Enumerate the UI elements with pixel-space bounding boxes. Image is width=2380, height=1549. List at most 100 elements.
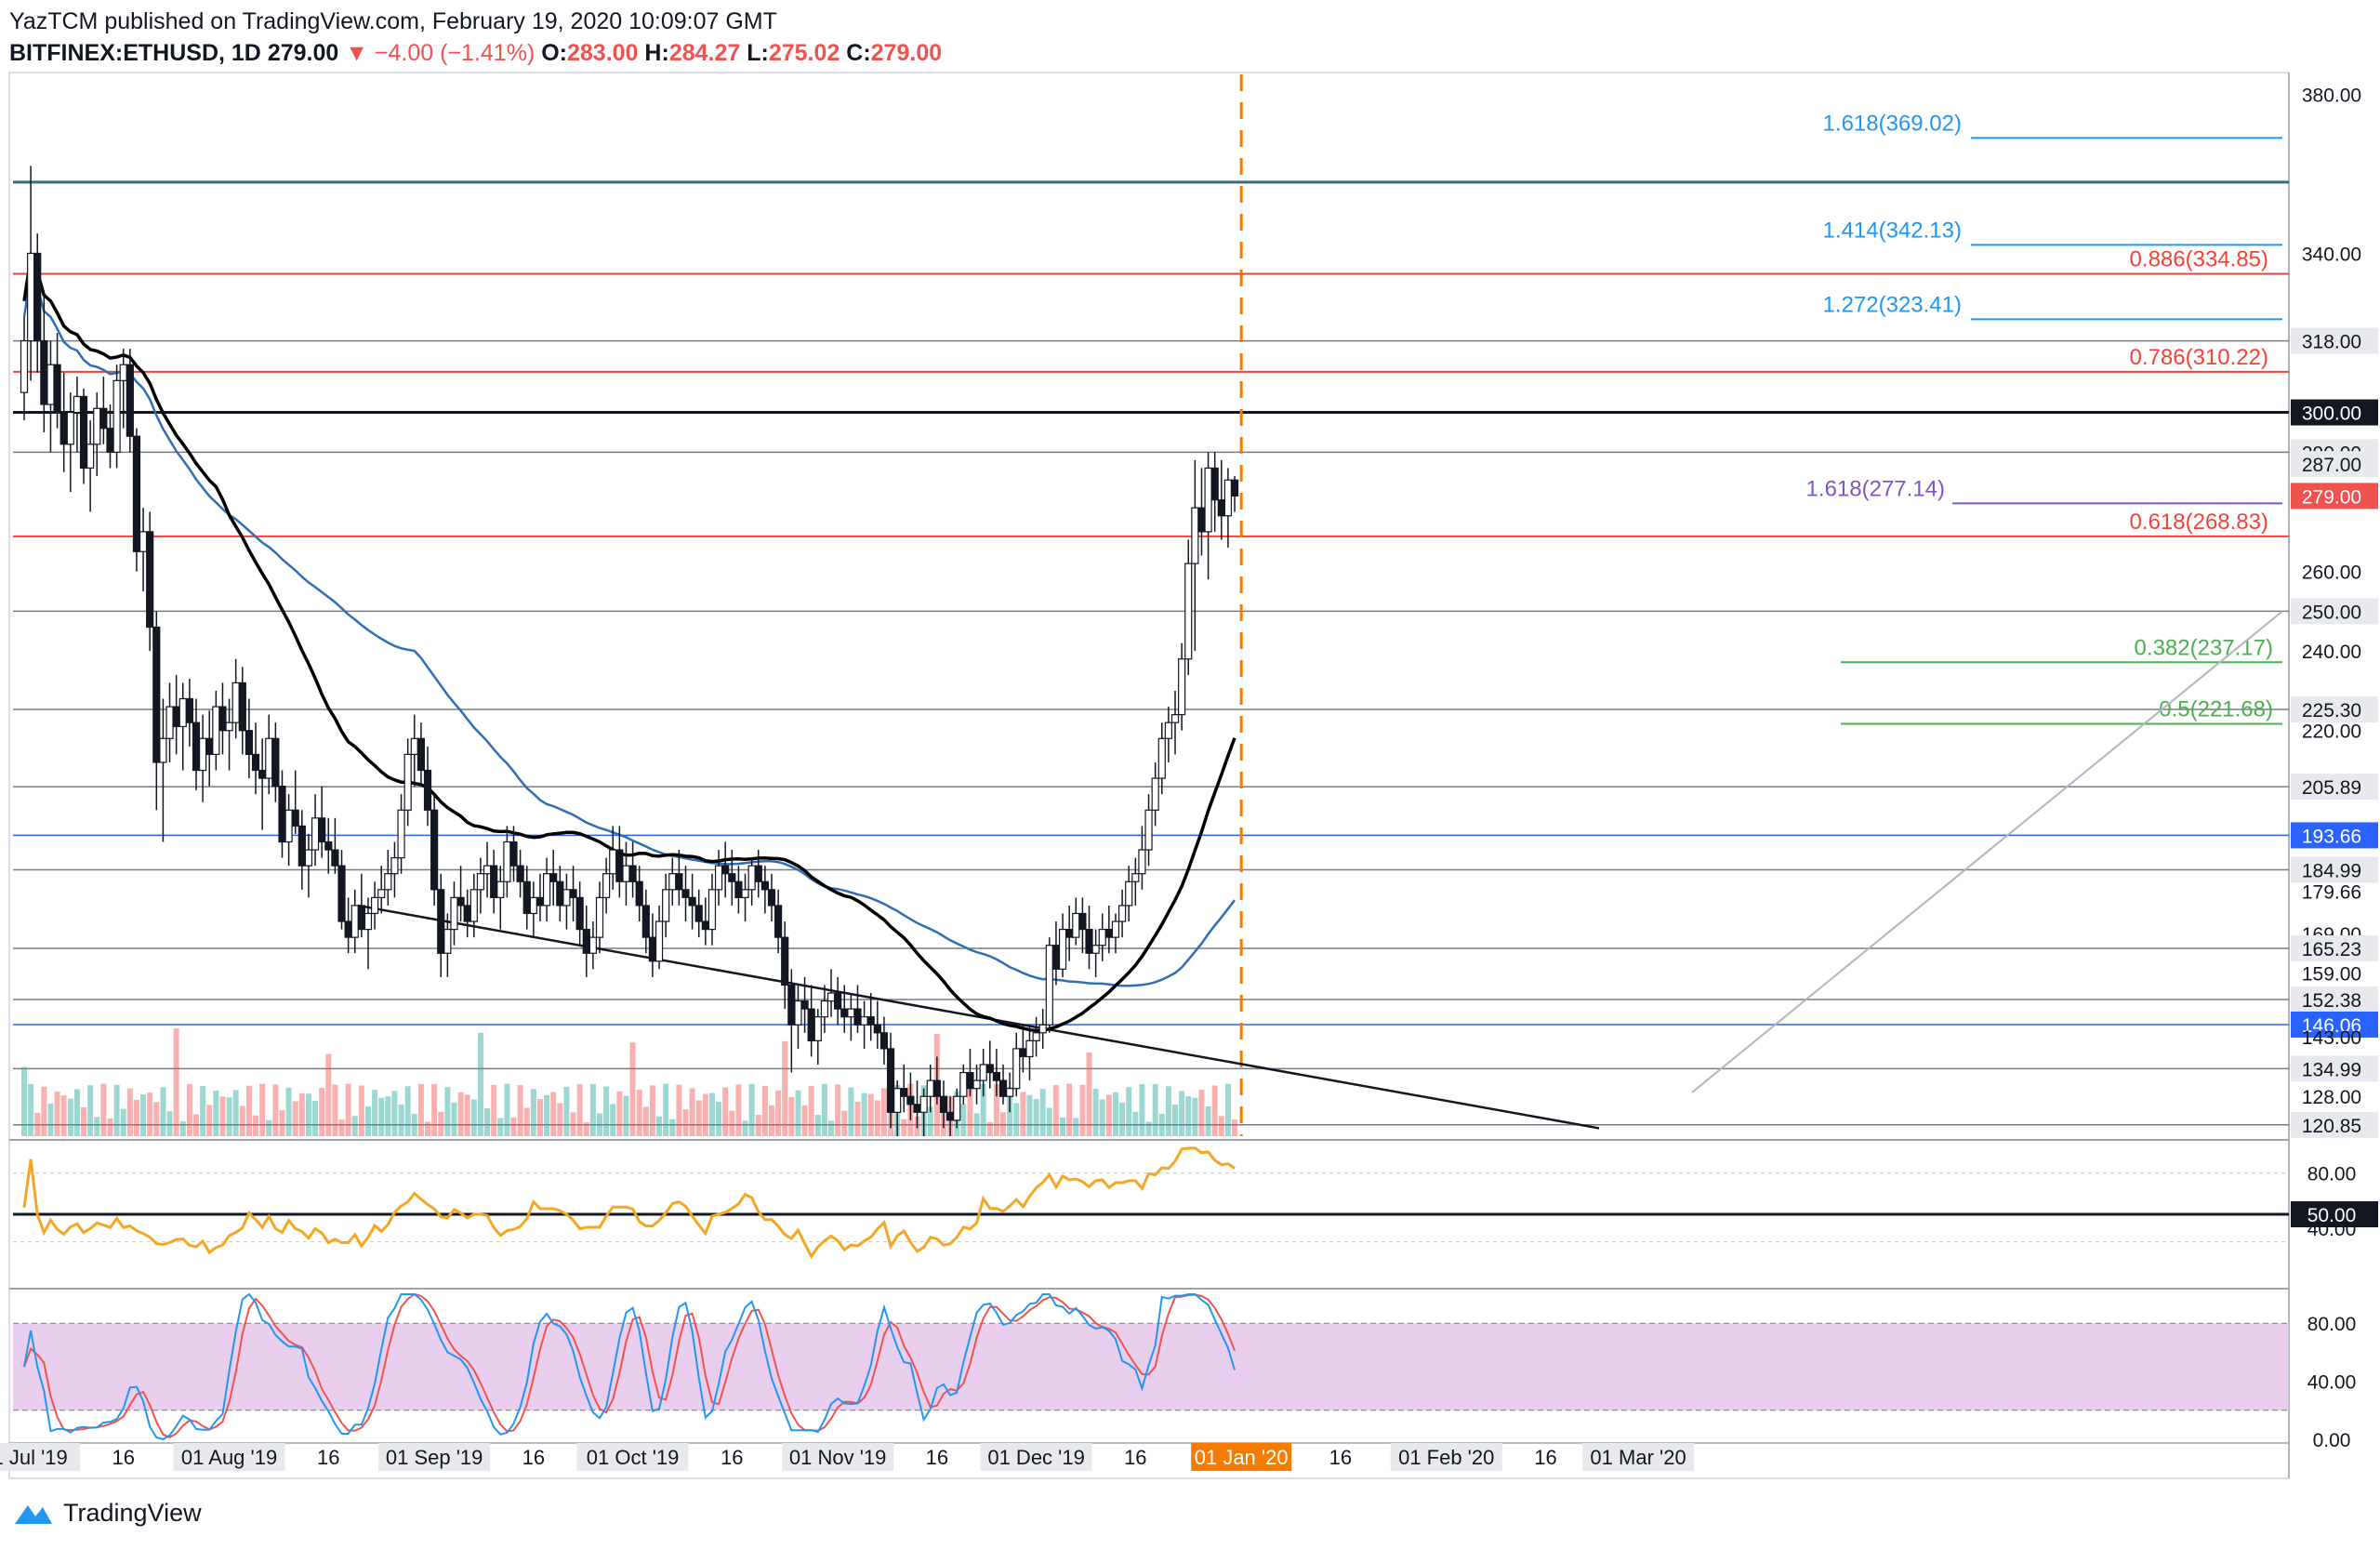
volume-bar (1205, 1105, 1211, 1136)
volume-bar (1033, 1099, 1039, 1136)
candle-body (218, 706, 227, 732)
volume-bar (1060, 1117, 1066, 1136)
price-change: ▼ −4.00 (−1.41%) (345, 40, 536, 66)
stoch-d-line (23, 1292, 1236, 1439)
x-axis-label-box (0, 1443, 80, 1471)
volume-bar (47, 1103, 54, 1136)
volume-bar (417, 1083, 424, 1136)
volume-bar (708, 1092, 715, 1136)
candle-body (1164, 722, 1172, 739)
volume-bar (1013, 1103, 1020, 1136)
ohlc-line: BITFINEX:ETHUSD, 1D 279.00 ▼ −4.00 (−1.4… (9, 37, 942, 69)
volume-bar (544, 1094, 550, 1136)
volume-bar (206, 1105, 213, 1136)
candle-body (668, 873, 677, 891)
candle-body (675, 873, 683, 891)
axis-price-label: 318.00 (2302, 332, 2361, 353)
candle-body (582, 928, 590, 954)
volume-bar (219, 1096, 226, 1136)
volume-bar (358, 1085, 364, 1136)
candle-body (893, 1088, 902, 1113)
volume-bar (1099, 1099, 1105, 1136)
axis-price-box (2291, 1111, 2378, 1138)
volume-bar (259, 1083, 266, 1136)
axis-price-label: 165.23 (2302, 939, 2361, 960)
fib-label: 0.886(334.85) (2130, 246, 2268, 271)
volume-bar (523, 1107, 530, 1136)
volume-bar (550, 1092, 557, 1136)
volume-bar (636, 1089, 642, 1136)
candle-body (516, 865, 524, 882)
volume-bar (589, 1083, 596, 1136)
candle-body (900, 1088, 908, 1097)
candle-body (602, 873, 611, 898)
volume-bar (325, 1053, 332, 1136)
volume-bar (967, 1086, 973, 1136)
candle-body (178, 697, 187, 728)
volume-bar (742, 1120, 748, 1136)
volume-bar (160, 1087, 166, 1136)
volume-bar (722, 1087, 729, 1136)
x-axis-label-box (576, 1443, 689, 1471)
candle-body (469, 889, 478, 922)
axis-price-label: 225.30 (2302, 700, 2361, 722)
candle-body (787, 984, 796, 1026)
volume-bar (663, 1083, 669, 1136)
x-axis-label-box (378, 1443, 491, 1471)
volume-bar (113, 1084, 120, 1136)
x-axis-label: 01 Dec '19 (987, 1446, 1085, 1469)
volume-bar (186, 1083, 192, 1136)
candle-body (251, 753, 260, 772)
volume-bar (200, 1086, 206, 1136)
candle-body (1111, 920, 1120, 938)
volume-bar (404, 1086, 411, 1136)
x-axis-label: 16 (721, 1446, 743, 1469)
candle-body (615, 849, 624, 882)
axis-price-box (2291, 934, 2378, 961)
candle-body (879, 1032, 889, 1050)
candle-body (245, 730, 254, 755)
candle-body (522, 880, 531, 915)
axis-price-label: 128.00 (2302, 1087, 2361, 1108)
candle-body (509, 841, 518, 867)
volume-bar (536, 1099, 543, 1136)
volume-bar (497, 1118, 504, 1136)
volume-bar (1105, 1094, 1112, 1136)
candle-body (648, 936, 657, 962)
volume-bar (583, 1122, 589, 1136)
candle-body (1151, 777, 1159, 811)
candle-body (490, 865, 498, 898)
candle-body (774, 905, 783, 938)
axis-price-label: 159.00 (2302, 964, 2361, 986)
x-axis-label: 01 Sep '19 (386, 1446, 483, 1469)
stoch-axis-label: 0.00 (2313, 1430, 2351, 1451)
volume-bar (795, 1090, 801, 1136)
candle-body (1230, 479, 1239, 496)
open-value: O:283.00 (541, 40, 639, 66)
candle-body (840, 1008, 849, 1018)
candle-body (126, 364, 134, 437)
candle-body (1078, 912, 1087, 931)
candle-body (886, 1048, 895, 1113)
candle-body (258, 769, 267, 779)
candle-body (483, 865, 492, 875)
candle-body (397, 809, 405, 859)
volume-bar (1086, 1052, 1092, 1136)
rsi-mid-box (2291, 1201, 2378, 1227)
volume-bar (345, 1083, 351, 1136)
volume-bar (656, 1116, 663, 1136)
axis-price-box (2291, 1055, 2378, 1082)
candle-body (496, 880, 505, 898)
volume-bar (973, 1113, 980, 1136)
last-price: 279.00 (267, 40, 339, 66)
volume-bar (597, 1113, 603, 1136)
volume-bar (702, 1093, 708, 1136)
volume-bar (451, 1102, 457, 1136)
close-value: C:279.00 (846, 40, 943, 66)
volume-bar (319, 1088, 325, 1136)
candle-body (1204, 467, 1212, 533)
fib-label: 1.414(342.13) (1823, 218, 1962, 243)
candle-body (1125, 880, 1133, 907)
volume-bar (1172, 1104, 1179, 1136)
